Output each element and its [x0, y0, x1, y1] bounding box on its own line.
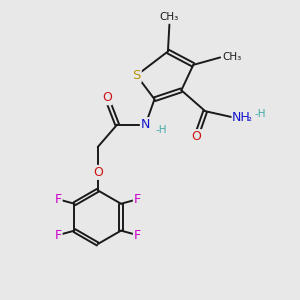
Text: O: O [93, 166, 103, 179]
Text: ₂: ₂ [248, 113, 251, 123]
Text: S: S [132, 69, 141, 82]
Text: F: F [134, 229, 141, 242]
Text: F: F [55, 229, 62, 242]
Text: NH: NH [232, 111, 251, 124]
Text: O: O [102, 91, 112, 104]
Text: CH₃: CH₃ [222, 52, 242, 62]
Text: F: F [134, 193, 141, 206]
Text: CH₃: CH₃ [160, 12, 179, 22]
Text: N: N [141, 118, 150, 131]
Text: O: O [191, 130, 201, 143]
Text: F: F [55, 193, 62, 206]
Text: -H: -H [155, 125, 166, 135]
Text: -H: -H [254, 109, 266, 118]
